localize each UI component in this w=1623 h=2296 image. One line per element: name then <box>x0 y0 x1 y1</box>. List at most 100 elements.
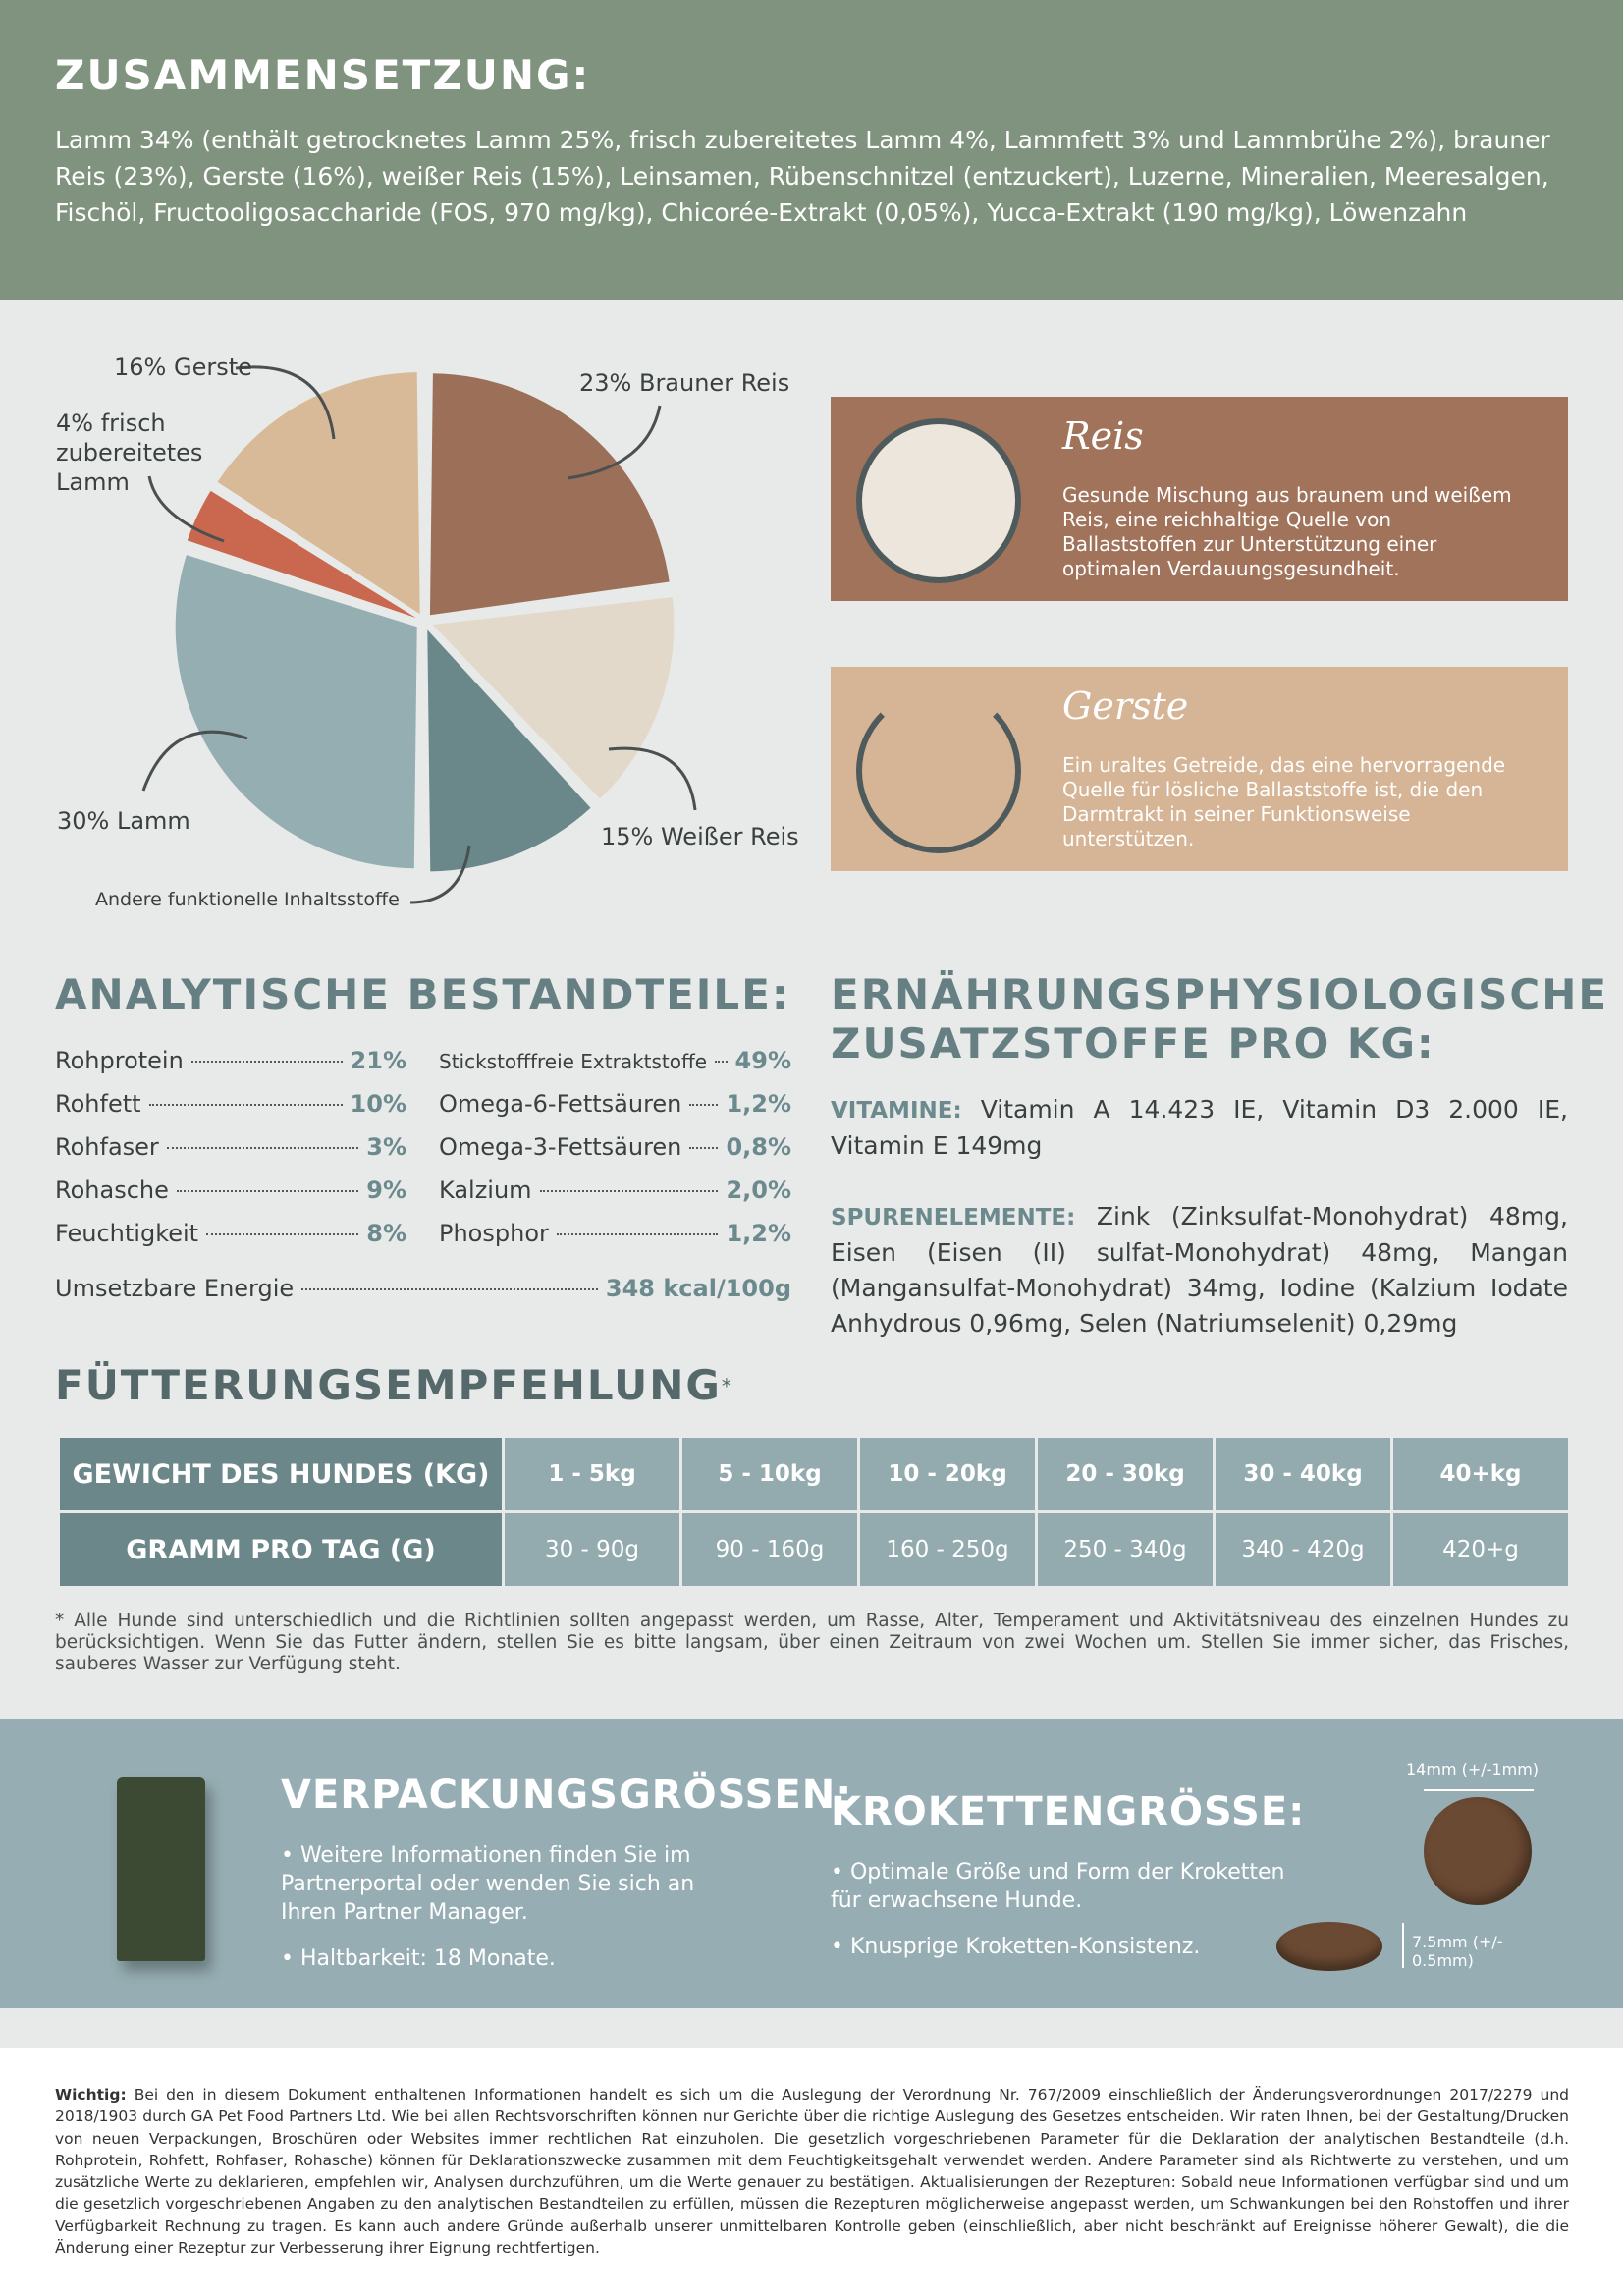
row: Omega-6-Fettsäuren 1,2% <box>439 1090 791 1133</box>
packaging-section: VERPACKUNGSGRÖSSEN: • Weitere Informatio… <box>0 1719 1623 2008</box>
pie-label: 23% Brauner Reis <box>579 369 790 397</box>
table-cell: 40+kg <box>1393 1438 1568 1510</box>
leader <box>190 1061 343 1063</box>
pie-slice <box>427 629 591 872</box>
section-title: VERPACKUNGSGRÖSSEN: <box>281 1773 853 1818</box>
column: Rohprotein 21% Rohfett 10% Rohfaser 3% Rohasch… <box>55 1047 406 1263</box>
item-value: 2,0% <box>726 1176 791 1204</box>
info-card: Gerste Ein uraltes Getreide, das eine he… <box>831 667 1568 871</box>
pie-label: 16% Gerste <box>114 354 252 381</box>
bullets: • Weitere Informationen finden Sie im Pa… <box>281 1841 713 1973</box>
text: Zink (Zinksulfat-Monohydrat) 48mg, Eisen… <box>831 1202 1568 1338</box>
info-card: Reis Gesunde Mischung aus braunem und we… <box>831 397 1568 601</box>
row-header: GRAMM PRO TAG (G) <box>60 1513 502 1586</box>
section-title: KROKETTENGRÖSSE: <box>831 1789 1306 1834</box>
column: Stickstofffreie Extraktstoffe 49% Omega-6-… <box>439 1047 791 1263</box>
row: Omega-3-Fettsäuren 0,8% <box>439 1133 791 1176</box>
icon <box>856 418 1021 583</box>
table-cell: 20 - 30kg <box>1038 1438 1213 1510</box>
item-value: 3% <box>366 1133 406 1161</box>
row: Rohfaser 3% <box>55 1133 406 1176</box>
spacer <box>0 2008 1623 2048</box>
disclaimer-text: Bei den in diesem Dokument enthaltenen I… <box>55 2086 1570 2258</box>
bullet: • Haltbarkeit: 18 Monate. <box>281 1946 556 1971</box>
card-title: Reis <box>1062 414 1144 458</box>
row: Stickstofffreie Extraktstoffe 49% <box>439 1047 791 1090</box>
card-text: Ein uraltes Getreide, das eine hervorrag… <box>1062 753 1506 850</box>
table-cell: 30 - 90g <box>505 1513 679 1586</box>
pie-slice <box>175 555 417 869</box>
header-text: Lamm 34% (enthält getrocknetes Lamm 25%,… <box>55 126 1550 227</box>
table-cell: 420+g <box>1393 1513 1568 1586</box>
feeding-table: GEWICHT DES HUNDES (KG) 1 - 5kg 5 - 10kg 10… <box>57 1435 1571 1589</box>
section-title: FÜTTERUNGSEMPFEHLUNG <box>55 1361 722 1409</box>
bullet: • Knusprige Kroketten-Konsistenz. <box>831 1935 1201 1959</box>
item-value: 21% <box>350 1047 406 1074</box>
arrow <box>147 475 225 543</box>
packaging: VERPACKUNGSGRÖSSEN: • Weitere Informatio… <box>281 1773 853 1991</box>
item-value: 348 kcal/100g <box>605 1275 791 1302</box>
table-cell: 250 - 340g <box>1038 1513 1213 1586</box>
table-cell: 5 - 10kg <box>682 1438 857 1510</box>
row-header: GEWICHT DES HUNDES (KG) <box>60 1438 502 1510</box>
card-title: Gerste <box>1062 684 1189 728</box>
item-name: Rohprotein <box>55 1047 184 1074</box>
dimension-line <box>1402 1923 1404 1968</box>
item-name: Kalzium <box>439 1176 532 1204</box>
label: SPURENELEMENTE: <box>831 1205 1076 1230</box>
item-value: 1,2% <box>726 1090 791 1118</box>
leader <box>206 1233 359 1235</box>
pie-label: Andere funktionelle Inhaltsstoffe <box>95 889 400 910</box>
table-cell: 30 - 40kg <box>1216 1438 1390 1510</box>
arrow <box>608 746 697 811</box>
table-cell: 1 - 5kg <box>505 1438 679 1510</box>
text: Vitamin A 14.423 IE, Vitamin D3 2.000 IE… <box>831 1095 1568 1160</box>
vitamins: VITAMINE: Vitamin A 14.423 IE, Vitamin D… <box>831 1092 1568 1164</box>
pie-slice <box>429 373 670 616</box>
arrow <box>141 730 248 792</box>
arrow <box>567 405 662 480</box>
table-cell: 10 - 20kg <box>860 1438 1035 1510</box>
kibble-top <box>1424 1797 1532 1905</box>
leader <box>301 1288 598 1290</box>
leader <box>689 1104 719 1106</box>
leader <box>715 1061 728 1063</box>
analytical: ANALYTISCHE BESTANDTEILE: Rohprotein 21% R… <box>55 970 801 1318</box>
item-name: Rohfett <box>55 1090 141 1118</box>
dimension-label: 14mm (+/-1mm) <box>1406 1760 1540 1778</box>
table-cell: 340 - 420g <box>1216 1513 1390 1586</box>
item-name: Phosphor <box>439 1220 549 1247</box>
energy-row: Umsetzbare Energie 348 kcal/100g <box>55 1275 791 1318</box>
feeding-heading: FÜTTERUNGSEMPFEHLUNG* <box>55 1361 731 1410</box>
pie-slice <box>187 490 416 619</box>
leader <box>689 1147 719 1149</box>
header: ZUSAMMENSETZUNG: Lamm 34% (enthält getro… <box>0 0 1623 300</box>
item-value: 8% <box>366 1220 406 1247</box>
arrow <box>235 365 336 440</box>
pie-chart <box>141 365 697 904</box>
section-title: ERNÄHRUNGSPHYSIOLOGISCHE ZUSATZSTOFFE PR… <box>831 970 1609 1067</box>
table-row: GRAMM PRO TAG (G) 30 - 90g 90 - 160g 160 - … <box>60 1513 1568 1586</box>
asterisk: * <box>721 1374 731 1398</box>
bag-image <box>117 1777 205 1961</box>
leader <box>539 1190 719 1192</box>
dimension-label: 7.5mm (+/- 0.5mm) <box>1412 1933 1503 1970</box>
arrow <box>409 845 471 904</box>
card-text: Gesunde Mischung aus braunem und weißem … <box>1062 483 1512 580</box>
item-value: 10% <box>350 1090 406 1118</box>
bullets: • Optimale Größe und Form der Kroketten … <box>831 1858 1292 1961</box>
item-value: 1,2% <box>726 1220 791 1247</box>
analytical-list: Rohprotein 21% Rohfett 10% Rohfaser 3% Rohasch… <box>55 1047 801 1275</box>
label: VITAMINE: <box>831 1098 962 1123</box>
leader <box>148 1104 343 1106</box>
item-name: Rohasche <box>55 1176 169 1204</box>
item-name: Omega-3-Fettsäuren <box>439 1133 682 1161</box>
row: Feuchtigkeit 8% <box>55 1220 406 1263</box>
row: Rohprotein 21% <box>55 1047 406 1090</box>
item-value: 0,8% <box>726 1133 791 1161</box>
row: Rohfett 10% <box>55 1090 406 1133</box>
row: Phosphor 1,2% <box>439 1220 791 1263</box>
additives: ERNÄHRUNGSPHYSIOLOGISCHE ZUSATZSTOFFE PR… <box>831 970 1609 1341</box>
row: Kalzium 2,0% <box>439 1176 791 1220</box>
